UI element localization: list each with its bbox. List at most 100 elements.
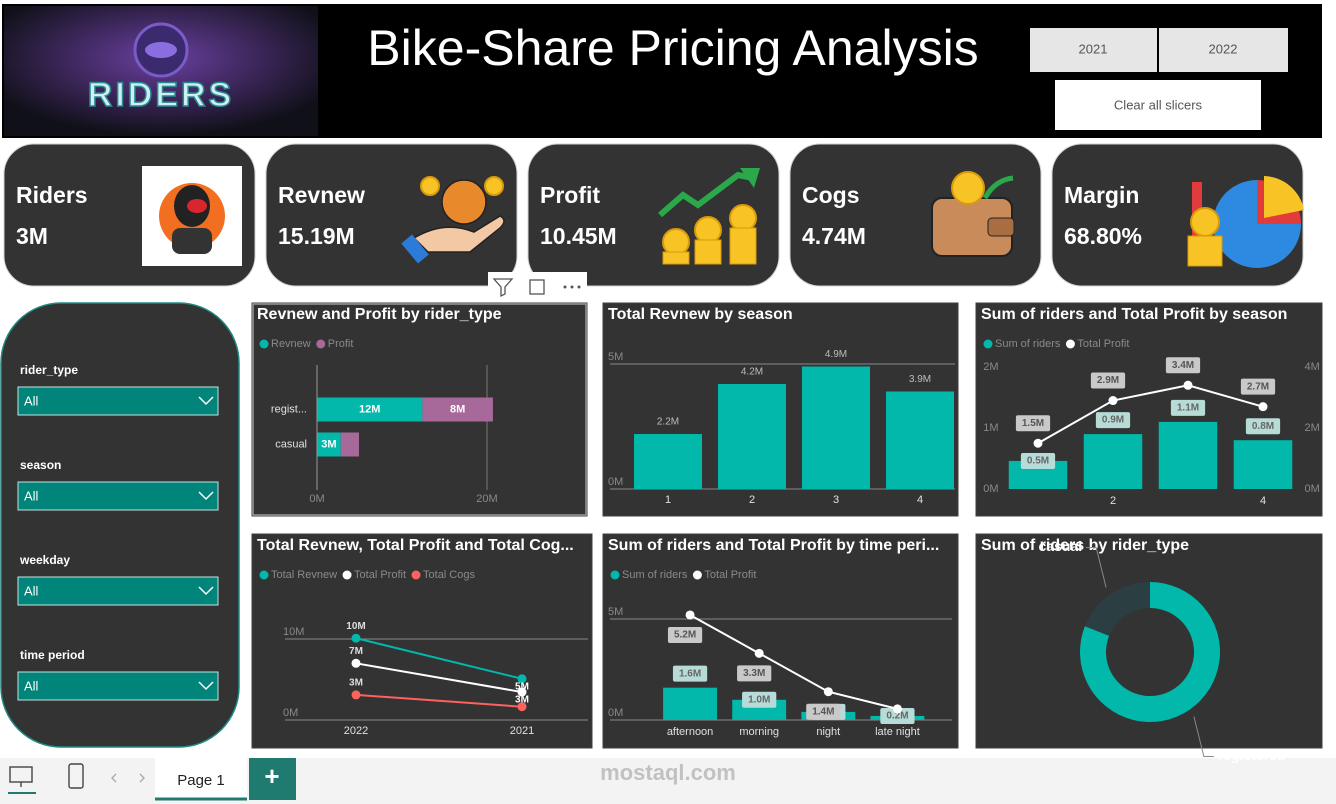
slicer-label: weekday — [19, 553, 70, 567]
data-label: 1.4M — [812, 706, 834, 717]
slicer-value[interactable]: All — [24, 678, 39, 693]
y-tick-label: 0M — [983, 483, 998, 495]
more-options-dot[interactable] — [570, 285, 574, 289]
data-label-box — [672, 665, 708, 682]
bar — [1158, 421, 1218, 489]
filter-icon[interactable] — [492, 278, 514, 298]
legend-label: Profit — [328, 338, 354, 350]
legend-label: Total Profit — [1077, 338, 1129, 350]
x-tick-label: 0M — [309, 493, 324, 505]
data-label: 4.9M — [825, 349, 847, 360]
x-tick-label: 2 — [749, 494, 755, 506]
year-button-label[interactable]: 2022 — [1209, 41, 1238, 56]
year-button[interactable] — [1159, 28, 1288, 72]
clear-slicers-label[interactable]: Clear all slicers — [1114, 97, 1203, 112]
bar — [1083, 434, 1143, 489]
slicer-dropdown[interactable] — [17, 481, 219, 511]
data-label: 0.9M — [1102, 415, 1124, 426]
y-tick-label: casual — [275, 438, 307, 450]
data-label-box — [806, 703, 841, 720]
kpi-icon — [172, 228, 212, 254]
data-label: 0.8M — [1252, 421, 1274, 432]
logo-text: RIDERS — [88, 76, 234, 114]
x-tick-label: 2022 — [344, 725, 368, 737]
line-series — [689, 614, 898, 710]
page-tab[interactable] — [155, 758, 247, 800]
data-label: 5M — [515, 681, 529, 692]
slicer-value[interactable]: All — [24, 488, 39, 503]
focus-mode-icon[interactable] — [529, 279, 545, 295]
kpi-icon-sleeve — [401, 234, 429, 264]
data-label: 2.2M — [657, 417, 679, 428]
slicer-value[interactable]: All — [24, 393, 39, 408]
watermark: mostaql.com — [600, 760, 736, 785]
data-label: 0.5M — [1027, 456, 1049, 467]
slicer-value[interactable]: All — [24, 583, 39, 598]
kpi-label: Margin — [1064, 182, 1139, 208]
prev-page-arrow[interactable] — [111, 773, 117, 783]
data-label-box — [1095, 412, 1131, 429]
data-label: 5.2M — [674, 630, 696, 641]
donut-label: registered — [1218, 747, 1286, 763]
kpi-icon-stack — [1187, 235, 1223, 267]
x-tick-label: 3 — [833, 494, 839, 506]
slicer-dropdown[interactable] — [17, 576, 219, 606]
line-point — [1108, 396, 1118, 406]
kpi-icon-coin — [662, 228, 690, 256]
x-tick-label: 4 — [917, 494, 923, 506]
kpi-icon-arrow — [982, 175, 1014, 200]
bar-segment — [422, 397, 493, 422]
line-point — [754, 648, 764, 658]
y-tick-label: 10M — [283, 626, 304, 638]
bar — [1233, 440, 1293, 489]
line-point — [351, 633, 361, 643]
y-tick-label: 2M — [1305, 422, 1320, 434]
page-tab-label[interactable]: Page 1 — [177, 772, 225, 789]
kpi-icon-coin — [694, 216, 722, 244]
slicer-chevron — [198, 681, 214, 691]
year-button[interactable] — [1030, 28, 1157, 72]
legend-marker — [342, 570, 352, 580]
more-options-dot[interactable] — [577, 285, 581, 289]
y-tick-label: 4M — [1305, 361, 1320, 373]
add-page-label[interactable]: + — [264, 761, 279, 791]
data-label: 1.1M — [1177, 403, 1199, 414]
y-tick-label: 1M — [983, 422, 998, 434]
data-label: 10M — [346, 621, 365, 632]
data-label-box — [1240, 378, 1276, 395]
line-series — [1037, 384, 1264, 445]
clear-slicers-button[interactable] — [1055, 80, 1261, 130]
x-tick-label: night — [816, 726, 840, 738]
kpi-value: 4.74M — [802, 223, 866, 249]
year-button-label[interactable]: 2021 — [1079, 41, 1108, 56]
slicer-label: season — [20, 458, 61, 472]
add-page-button[interactable] — [249, 758, 296, 800]
donut-label: casual — [1039, 538, 1083, 554]
bar — [663, 687, 718, 720]
kpi-value: 3M — [16, 223, 48, 249]
kpi-value: 10.45M — [540, 223, 617, 249]
kpi-label: Profit — [540, 182, 600, 208]
chart-title: Revnew and Profit by rider_type — [257, 306, 502, 323]
slicer-chevron — [198, 396, 214, 406]
x-tick-label: 4 — [1260, 495, 1266, 507]
chart-panel — [251, 533, 593, 749]
kpi-icon-stack — [662, 251, 690, 265]
data-label: 3M — [515, 695, 529, 706]
mobile-view-icon[interactable] — [68, 763, 84, 789]
x-tick-label: 2 — [1110, 495, 1116, 507]
more-options-dot[interactable] — [563, 285, 567, 289]
slicer-dropdown[interactable] — [17, 386, 219, 416]
next-page-arrow[interactable] — [139, 773, 145, 783]
line-point — [351, 690, 361, 700]
x-tick-label: 20M — [476, 493, 497, 505]
line-point — [1183, 380, 1193, 390]
kpi-icon-arrow — [658, 171, 754, 218]
kpi-icon-coin — [1190, 207, 1220, 237]
kpi-icon-stack — [694, 239, 722, 265]
slicer-dropdown[interactable] — [17, 671, 219, 701]
x-tick-label: 2021 — [510, 725, 534, 737]
kpi-icon-pie — [1264, 176, 1304, 218]
data-label: 1.5M — [1022, 418, 1044, 429]
line-series — [355, 662, 523, 694]
